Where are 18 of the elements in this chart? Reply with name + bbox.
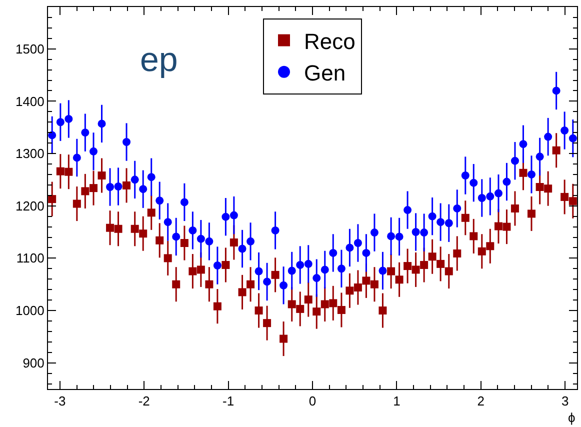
x-tick-label: -1 <box>222 394 234 409</box>
y-tick-label: 1300 <box>15 146 44 162</box>
y-tick-label: 1500 <box>15 41 44 56</box>
annotation: ep <box>140 41 178 79</box>
x-tick-label: -2 <box>138 394 150 409</box>
y-tick-label: 1100 <box>16 250 44 266</box>
x-tick-label: 1 <box>393 394 400 409</box>
legend-label: Reco <box>304 28 356 54</box>
x-tick-label: 2 <box>477 394 485 409</box>
legend-label: Gen <box>304 60 346 86</box>
x-tick-label: 3 <box>561 394 569 409</box>
x-axis-title: ϕ <box>568 410 576 425</box>
y-tick-label: 1000 <box>15 303 44 318</box>
y-tick-label: 1400 <box>15 94 44 109</box>
y-tick-label: 1200 <box>15 198 44 214</box>
x-tick-label: 0 <box>308 394 316 409</box>
x-tick-label: -3 <box>54 394 66 409</box>
y-tick-label: 900 <box>22 355 44 370</box>
